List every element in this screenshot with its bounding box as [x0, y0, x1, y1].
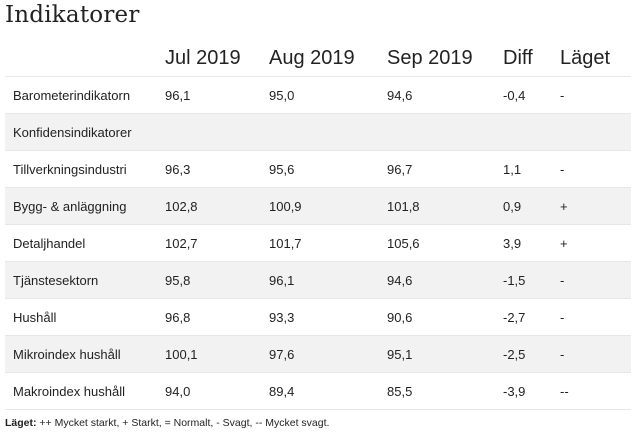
cell-diff: 0,9 — [503, 187, 560, 225]
indicator-table: Jul 2019 Aug 2019 Sep 2019 Diff Läget Ba… — [5, 41, 631, 410]
cell-laget — [560, 113, 631, 151]
column-header-diff: Diff — [503, 47, 533, 69]
cell-aug-2019 — [269, 113, 387, 151]
cell-laget: -- — [560, 372, 631, 410]
cell-diff: 1,1 — [503, 150, 560, 188]
cell-laget: + — [560, 187, 631, 225]
cell-aug-2019: 95,6 — [269, 150, 387, 188]
row-label: Bygg- & anläggning — [5, 187, 165, 225]
column-header-indicator — [5, 41, 165, 77]
cell-laget: - — [560, 298, 631, 336]
column-header-sep-2019: Sep 2019 — [387, 47, 473, 69]
cell-aug-2019: 95,0 — [269, 76, 387, 114]
cell-aug-2019: 89,4 — [269, 372, 387, 410]
legend-label: Läget: — [5, 417, 37, 429]
legend-footnote: Läget: ++ Mycket starkt, + Starkt, = Nor… — [5, 417, 329, 429]
cell-sep-2019: 96,7 — [387, 150, 503, 188]
cell-aug-2019: 100,9 — [269, 187, 387, 225]
cell-sep-2019: 94,6 — [387, 261, 503, 299]
table-row: Tillverkningsindustri 96,3 95,6 96,7 1,1… — [5, 150, 631, 188]
cell-aug-2019: 101,7 — [269, 224, 387, 262]
cell-diff: -1,5 — [503, 261, 560, 299]
cell-diff: 3,9 — [503, 224, 560, 262]
table-row: Hushåll 96,8 93,3 90,6 -2,7 - — [5, 298, 631, 336]
cell-sep-2019: 95,1 — [387, 335, 503, 373]
cell-diff — [503, 113, 560, 151]
cell-diff: -0,4 — [503, 76, 560, 114]
row-label: Konfidensindikatorer — [5, 113, 165, 151]
cell-jul-2019: 102,7 — [165, 224, 269, 262]
cell-jul-2019: 100,1 — [165, 335, 269, 373]
row-label: Mikroindex hushåll — [5, 335, 165, 373]
legend-text: ++ Mycket starkt, + Starkt, = Normalt, -… — [36, 417, 330, 429]
row-label: Hushåll — [5, 298, 165, 336]
cell-diff: -3,9 — [503, 372, 560, 410]
table-row: Konfidensindikatorer — [5, 113, 631, 151]
row-label: Detaljhandel — [5, 224, 165, 262]
table-row: Detaljhandel 102,7 101,7 105,6 3,9 + — [5, 224, 631, 262]
row-label: Tjänstesektorn — [5, 261, 165, 299]
cell-laget: + — [560, 224, 631, 262]
table-header-row: Jul 2019 Aug 2019 Sep 2019 Diff Läget — [5, 41, 631, 77]
cell-jul-2019: 96,3 — [165, 150, 269, 188]
cell-jul-2019: 96,8 — [165, 298, 269, 336]
cell-jul-2019 — [165, 113, 269, 151]
table-row: Barometerindikatorn 96,1 95,0 94,6 -0,4 … — [5, 76, 631, 114]
cell-sep-2019: 90,6 — [387, 298, 503, 336]
cell-sep-2019 — [387, 113, 503, 151]
cell-laget: - — [560, 335, 631, 373]
row-label: Barometerindikatorn — [5, 76, 165, 114]
cell-sep-2019: 105,6 — [387, 224, 503, 262]
column-header-aug-2019: Aug 2019 — [269, 47, 355, 69]
row-label: Tillverkningsindustri — [5, 150, 165, 188]
cell-aug-2019: 97,6 — [269, 335, 387, 373]
table-row: Mikroindex hushåll 100,1 97,6 95,1 -2,5 … — [5, 335, 631, 373]
cell-jul-2019: 102,8 — [165, 187, 269, 225]
cell-jul-2019: 95,8 — [165, 261, 269, 299]
cell-laget: - — [560, 150, 631, 188]
cell-laget: - — [560, 261, 631, 299]
cell-jul-2019: 96,1 — [165, 76, 269, 114]
cell-diff: -2,5 — [503, 335, 560, 373]
cell-diff: -2,7 — [503, 298, 560, 336]
cell-aug-2019: 96,1 — [269, 261, 387, 299]
cell-sep-2019: 101,8 — [387, 187, 503, 225]
table-row: Bygg- & anläggning 102,8 100,9 101,8 0,9… — [5, 187, 631, 225]
cell-laget: - — [560, 76, 631, 114]
cell-sep-2019: 94,6 — [387, 76, 503, 114]
cell-sep-2019: 85,5 — [387, 372, 503, 410]
column-header-laget: Läget — [560, 47, 611, 69]
cell-jul-2019: 94,0 — [165, 372, 269, 410]
column-header-jul-2019: Jul 2019 — [165, 47, 241, 69]
cell-aug-2019: 93,3 — [269, 298, 387, 336]
page-title: Indikatorer — [5, 2, 140, 28]
table-row: Tjänstesektorn 95,8 96,1 94,6 -1,5 - — [5, 261, 631, 299]
table-row: Makroindex hushåll 94,0 89,4 85,5 -3,9 -… — [5, 372, 631, 410]
row-label: Makroindex hushåll — [5, 372, 165, 410]
